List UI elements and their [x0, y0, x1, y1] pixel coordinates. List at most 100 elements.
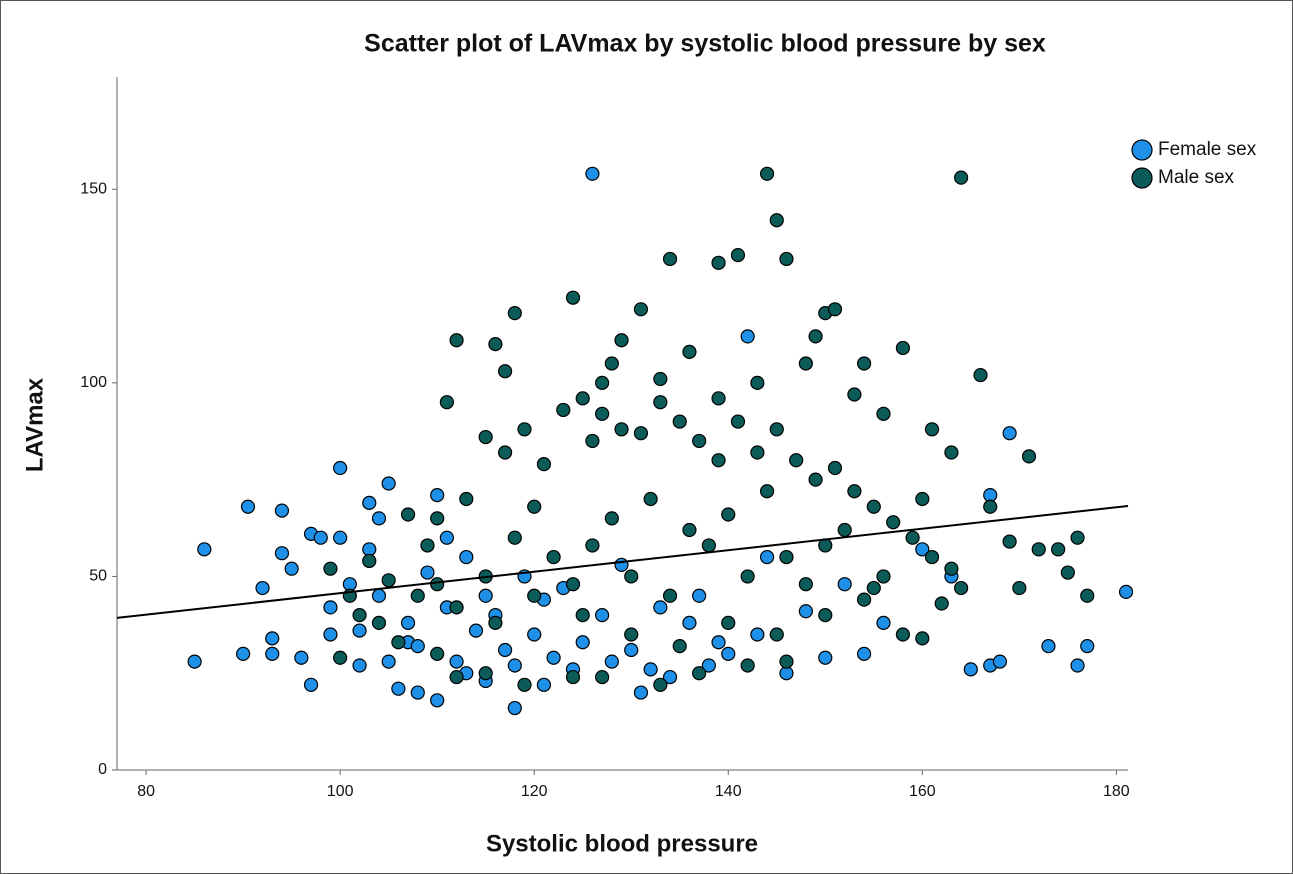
point	[410, 639, 425, 654]
point	[750, 445, 765, 460]
point	[1031, 542, 1046, 557]
point	[624, 627, 639, 642]
point	[750, 627, 765, 642]
point	[430, 646, 445, 661]
point	[808, 472, 823, 487]
point	[352, 608, 367, 623]
point	[303, 677, 319, 692]
point	[187, 654, 202, 669]
point	[856, 356, 872, 371]
point	[371, 511, 387, 526]
point	[895, 627, 911, 642]
point	[371, 615, 387, 630]
point	[449, 654, 464, 669]
point	[1002, 426, 1017, 441]
point	[1060, 565, 1075, 580]
point	[439, 530, 454, 545]
point	[730, 247, 746, 263]
point	[798, 356, 813, 371]
point	[430, 577, 445, 592]
point	[497, 445, 513, 460]
point	[614, 333, 629, 348]
point	[954, 170, 969, 185]
point	[847, 387, 862, 402]
point	[595, 406, 610, 421]
point	[381, 654, 396, 669]
point	[507, 306, 522, 321]
point	[662, 251, 678, 267]
x-tick-label: 160	[909, 783, 936, 800]
point	[284, 561, 299, 576]
point	[827, 460, 843, 476]
point	[711, 255, 726, 270]
point	[672, 639, 687, 654]
point	[1021, 449, 1037, 464]
point	[439, 395, 454, 410]
point	[333, 650, 348, 665]
point	[692, 433, 707, 449]
point	[614, 422, 629, 437]
point	[915, 491, 930, 507]
point	[692, 588, 707, 603]
point	[546, 549, 561, 565]
point	[274, 503, 290, 518]
point	[750, 375, 765, 390]
point	[362, 553, 377, 569]
point	[333, 530, 348, 545]
point	[381, 476, 396, 491]
point	[711, 453, 726, 468]
point	[624, 569, 639, 584]
point	[701, 658, 716, 673]
legend-marker	[1131, 167, 1153, 189]
point	[905, 530, 920, 545]
point	[789, 453, 804, 468]
point	[565, 577, 581, 592]
point	[983, 499, 998, 514]
point	[779, 654, 794, 669]
point	[1080, 639, 1095, 654]
point	[236, 646, 251, 661]
point	[827, 302, 843, 317]
point	[633, 426, 649, 441]
point	[798, 577, 813, 592]
point	[585, 538, 600, 553]
x-tick-label: 180	[1103, 783, 1130, 800]
point	[818, 650, 833, 665]
point	[876, 406, 891, 421]
point	[527, 588, 542, 603]
x-tick-label: 80	[137, 783, 155, 800]
point	[527, 499, 542, 514]
point	[391, 681, 406, 696]
point	[682, 522, 697, 538]
point	[740, 658, 755, 673]
point	[653, 371, 668, 387]
point	[837, 577, 852, 592]
point	[769, 422, 784, 437]
point	[954, 580, 969, 596]
point	[595, 375, 610, 390]
y-tick-label: 0	[98, 761, 107, 778]
point	[585, 166, 600, 181]
point	[740, 329, 755, 344]
point	[333, 460, 348, 476]
point	[876, 569, 891, 584]
legend-marker	[1131, 139, 1153, 161]
point	[400, 615, 416, 630]
point	[992, 654, 1008, 669]
point	[352, 623, 367, 638]
point	[682, 344, 697, 359]
point	[682, 615, 697, 630]
point	[963, 662, 978, 677]
point	[478, 588, 493, 603]
point	[294, 650, 309, 665]
point	[546, 650, 561, 665]
point	[915, 631, 930, 646]
point	[478, 666, 493, 681]
point	[556, 402, 571, 418]
point	[420, 565, 435, 580]
point	[721, 507, 736, 522]
point	[381, 573, 396, 588]
point	[527, 627, 542, 642]
point	[575, 391, 590, 406]
